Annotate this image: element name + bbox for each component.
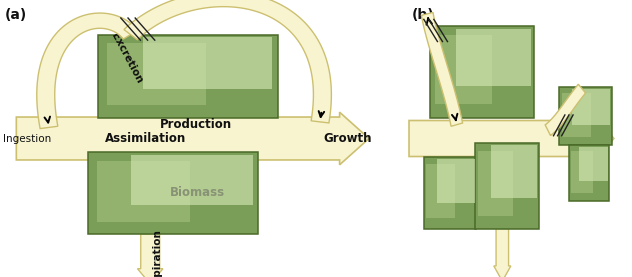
- FancyArrow shape: [138, 234, 163, 277]
- Text: (a): (a): [5, 8, 27, 22]
- FancyBboxPatch shape: [478, 151, 513, 216]
- FancyBboxPatch shape: [456, 29, 531, 86]
- FancyArrow shape: [409, 116, 614, 161]
- FancyBboxPatch shape: [98, 35, 277, 118]
- FancyBboxPatch shape: [491, 145, 537, 198]
- Polygon shape: [422, 12, 463, 126]
- Text: Excretion: Excretion: [109, 31, 144, 85]
- FancyBboxPatch shape: [569, 145, 609, 201]
- FancyBboxPatch shape: [580, 147, 608, 181]
- FancyBboxPatch shape: [424, 157, 476, 229]
- Polygon shape: [545, 84, 586, 135]
- Text: Storage: Storage: [222, 0, 267, 9]
- FancyBboxPatch shape: [562, 93, 590, 137]
- FancyBboxPatch shape: [435, 35, 492, 104]
- Polygon shape: [124, 0, 331, 123]
- FancyBboxPatch shape: [430, 26, 534, 118]
- Polygon shape: [37, 13, 138, 129]
- FancyBboxPatch shape: [427, 164, 455, 218]
- FancyBboxPatch shape: [573, 89, 610, 125]
- FancyBboxPatch shape: [107, 43, 206, 105]
- FancyArrow shape: [494, 229, 511, 277]
- FancyBboxPatch shape: [88, 152, 258, 234]
- Text: Growth: Growth: [323, 132, 372, 145]
- FancyArrow shape: [16, 112, 369, 165]
- FancyBboxPatch shape: [131, 155, 253, 206]
- Text: Respiration: Respiration: [152, 229, 162, 277]
- FancyBboxPatch shape: [97, 160, 190, 222]
- Text: (b): (b): [411, 8, 434, 22]
- Text: Ingestion: Ingestion: [3, 134, 52, 143]
- FancyBboxPatch shape: [559, 87, 612, 145]
- FancyBboxPatch shape: [571, 151, 593, 193]
- FancyBboxPatch shape: [437, 159, 475, 203]
- FancyBboxPatch shape: [143, 37, 272, 89]
- Text: Production: Production: [160, 118, 232, 131]
- Text: Assimilation: Assimilation: [104, 132, 186, 145]
- Text: Biomass: Biomass: [170, 186, 225, 199]
- FancyBboxPatch shape: [475, 143, 538, 229]
